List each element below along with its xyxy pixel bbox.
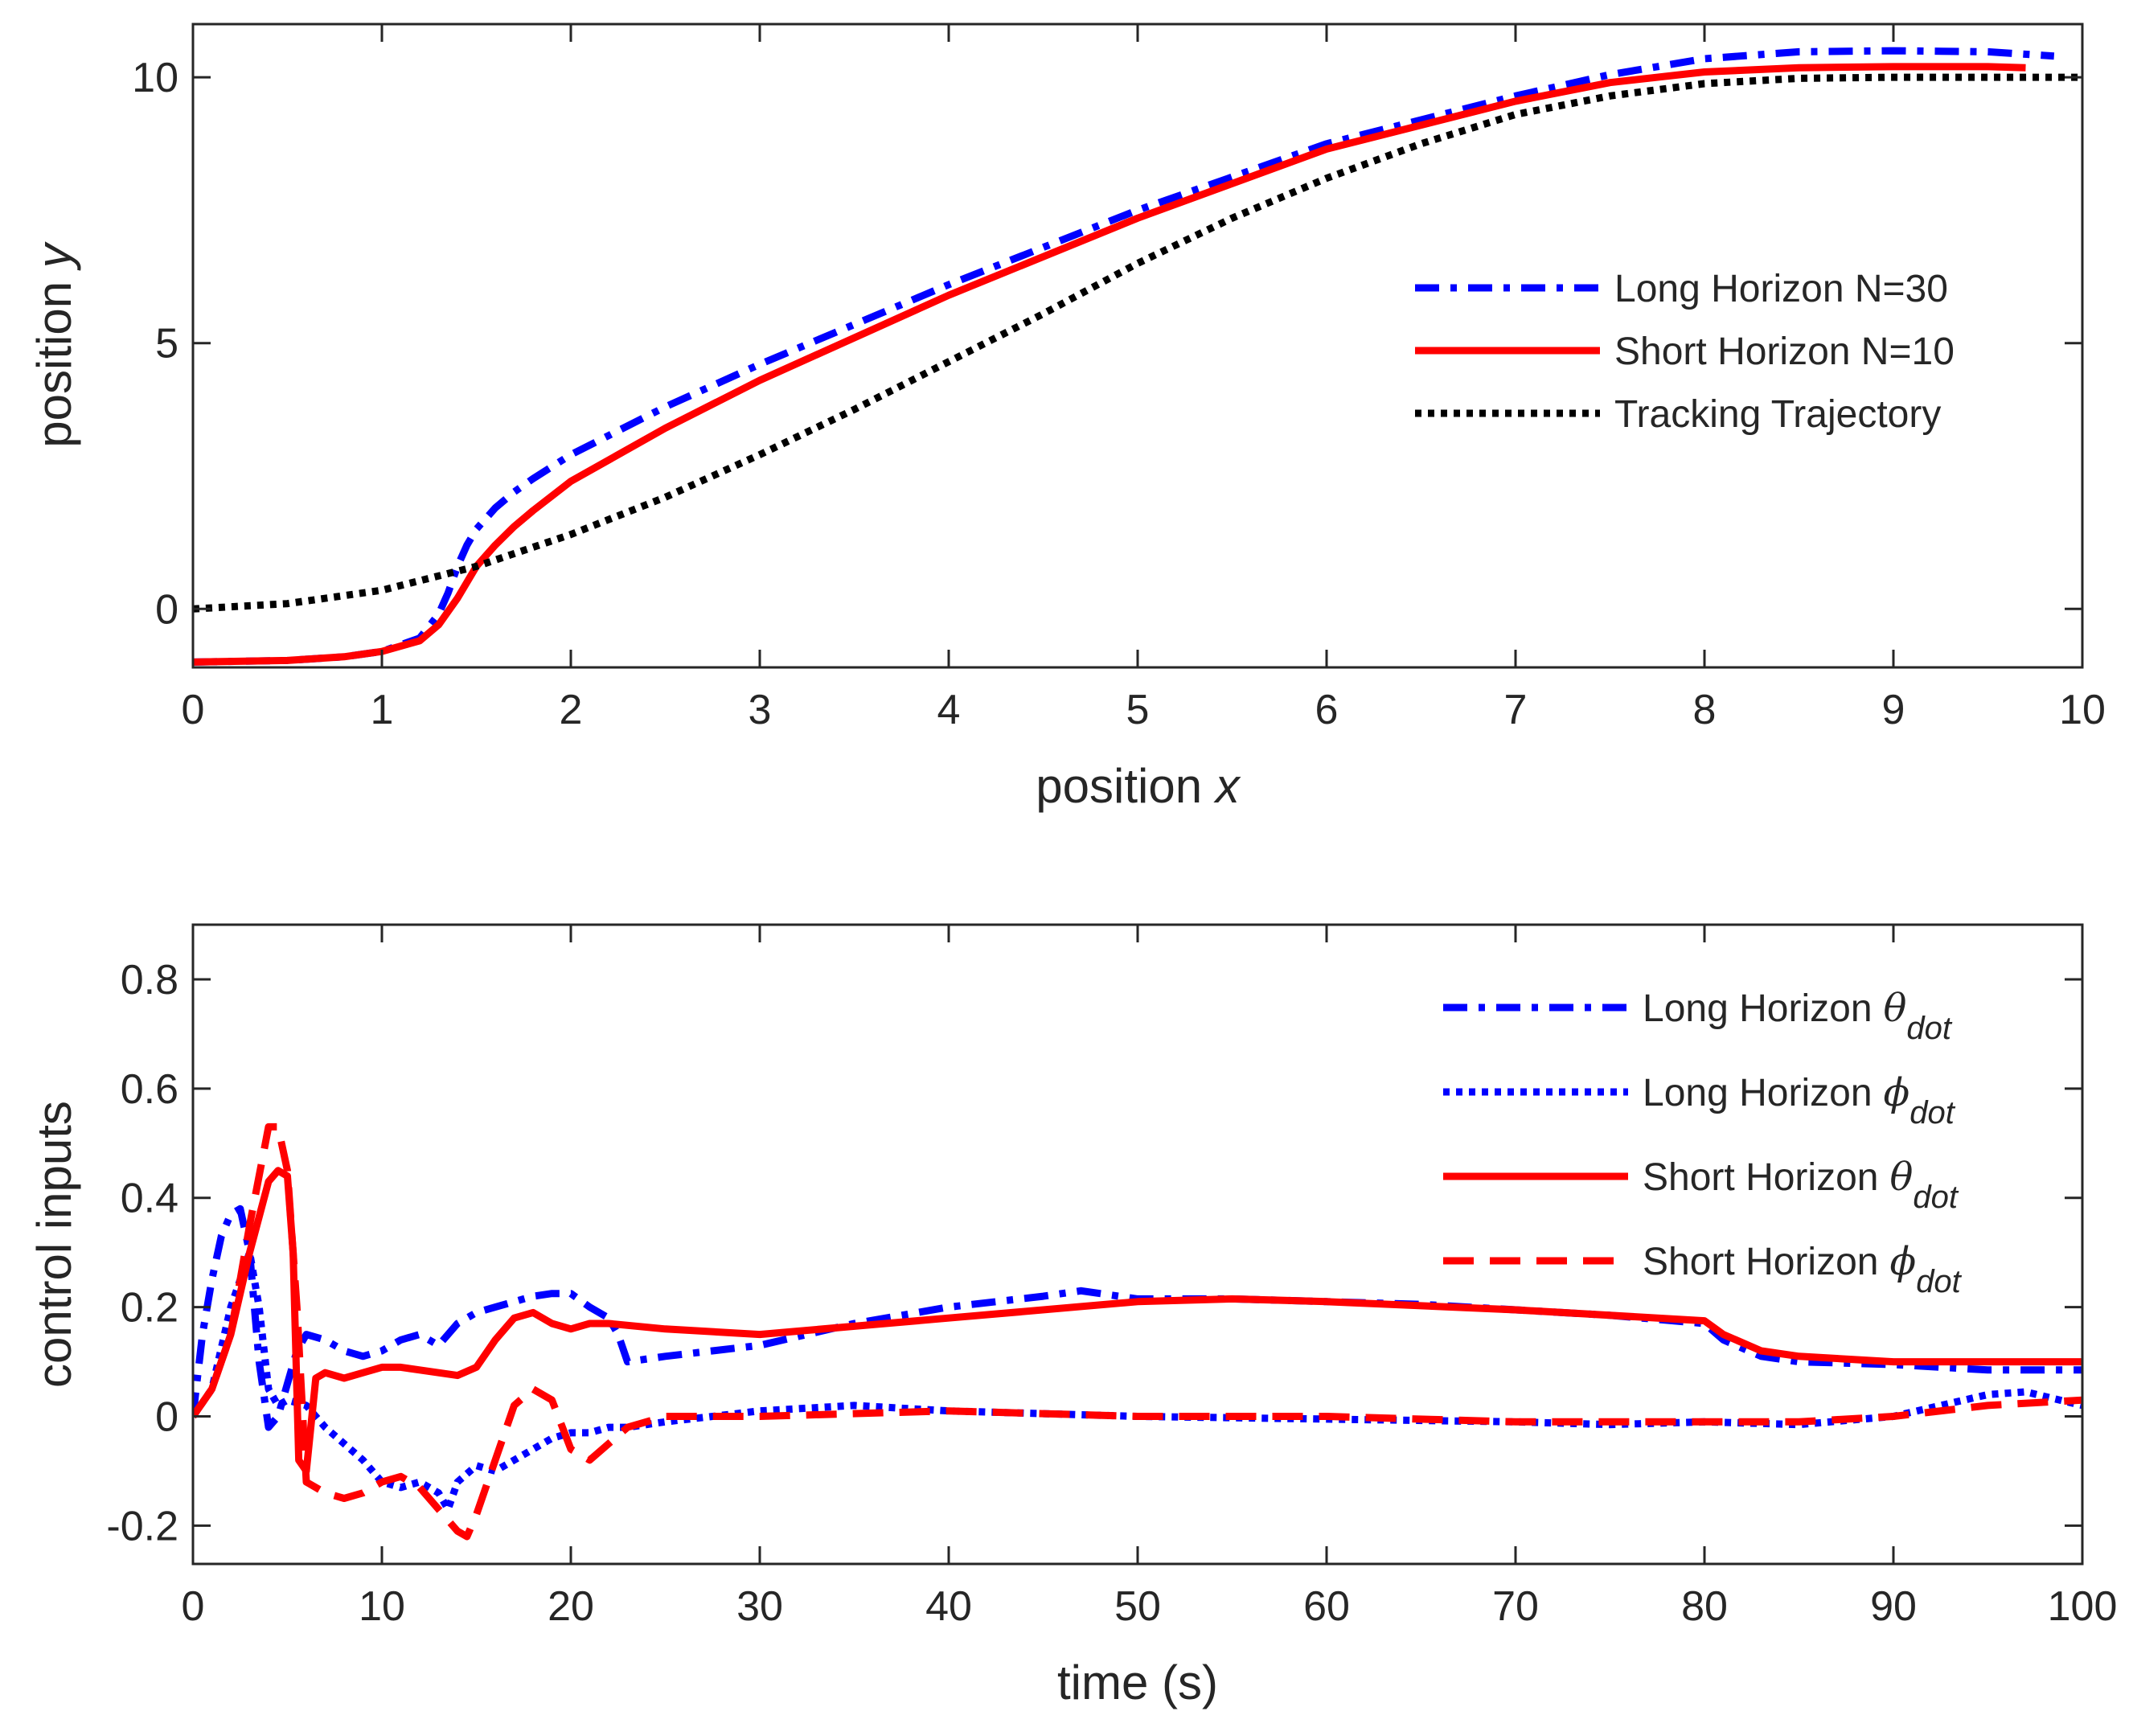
legend-entry: Long Horizon N=30 — [1614, 268, 1948, 310]
series-line-p0-0 — [193, 47, 2055, 666]
x-tick-label: 100 — [2048, 1583, 2118, 1630]
x-tick-label: 10 — [359, 1583, 405, 1630]
y-tick-label: 0 — [155, 586, 178, 633]
control-x-axis-label: time (s) — [1057, 1656, 1218, 1709]
trajectory-panel: 0 1 2 3 4 5 6 7 8 9 10 0 5 10 position x position y L… — [27, 23, 2106, 813]
trajectory-plot-area — [193, 24, 2082, 667]
legend-entry: Tracking Trajectory — [1614, 393, 1941, 436]
x-tick-label: 60 — [1303, 1583, 1350, 1630]
legend-entry: Short Horizon N=10 — [1614, 330, 1955, 373]
control-legend: Long Horizon θdot Long Horizon ϕdot Short Ho… — [1443, 986, 1963, 1299]
x-tick-label: 6 — [1315, 687, 1339, 733]
y-tick-label: 0.8 — [121, 957, 178, 1003]
trajectory-legend: Long Horizon N=30 Short Horizon N=10 Track… — [1415, 268, 1955, 436]
x-tick-label: 4 — [937, 687, 961, 733]
trajectory-y-axis-label: position y — [27, 240, 81, 447]
control-series-group — [193, 1122, 2082, 1541]
legend-entry: Long Horizon θdot — [1643, 986, 1953, 1046]
x-tick-label: 9 — [1882, 687, 1905, 733]
x-tick-label: 80 — [1681, 1583, 1728, 1630]
trajectory-ticks: 0 1 2 3 4 5 6 7 8 9 10 0 5 10 — [132, 24, 2106, 733]
x-tick-label: 30 — [736, 1583, 783, 1630]
series-line-p1-3 — [193, 1122, 2082, 1541]
x-tick-label: 2 — [560, 687, 583, 733]
series-line-p1-0 — [193, 1205, 2082, 1431]
series-line-p0-2 — [193, 73, 2082, 613]
x-tick-label: 20 — [548, 1583, 594, 1630]
legend-entry: Short Horizon θdot — [1643, 1155, 1959, 1215]
control-y-axis-label: control inputs — [27, 1101, 81, 1388]
series-line-p1-2 — [193, 1167, 2082, 1475]
legend-entry: Short Horizon ϕdot — [1643, 1239, 1963, 1299]
y-tick-label: 0.4 — [121, 1176, 178, 1222]
y-tick-label: 10 — [132, 55, 178, 101]
x-tick-label: 90 — [1870, 1583, 1917, 1630]
x-tick-label: 50 — [1114, 1583, 1161, 1630]
control-ticks: 0 10 20 30 40 50 60 70 80 90 100-0.200.20.40.60.8 — [106, 925, 2117, 1630]
x-tick-label: 0 — [182, 1583, 205, 1630]
trajectory-series-group — [193, 47, 2082, 666]
legend-entry: Long Horizon ϕdot — [1643, 1070, 1956, 1131]
y-tick-label: -0.2 — [106, 1503, 178, 1549]
control-inputs-panel: 0 10 20 30 40 50 60 70 80 90 100-0.200.20.40.60.8 … — [27, 923, 2117, 1709]
x-tick-label: 3 — [749, 687, 772, 733]
control-plot-area — [193, 925, 2082, 1564]
x-tick-label: 70 — [1492, 1583, 1539, 1630]
y-tick-label: 5 — [155, 321, 178, 367]
x-tick-label: 1 — [371, 687, 394, 733]
series-line-p1-1 — [193, 1249, 2082, 1513]
y-tick-label: 0.2 — [121, 1285, 178, 1332]
series-line-p0-1 — [193, 63, 2026, 666]
x-tick-label: 40 — [925, 1583, 972, 1630]
x-tick-label: 10 — [2059, 687, 2106, 733]
trajectory-x-axis-label: position x — [1036, 759, 1241, 813]
x-tick-label: 0 — [182, 687, 205, 733]
x-tick-label: 5 — [1126, 687, 1150, 733]
y-tick-label: 0.6 — [121, 1066, 178, 1113]
y-tick-label: 0 — [155, 1394, 178, 1441]
x-tick-label: 8 — [1693, 687, 1717, 733]
x-tick-label: 7 — [1504, 687, 1528, 733]
